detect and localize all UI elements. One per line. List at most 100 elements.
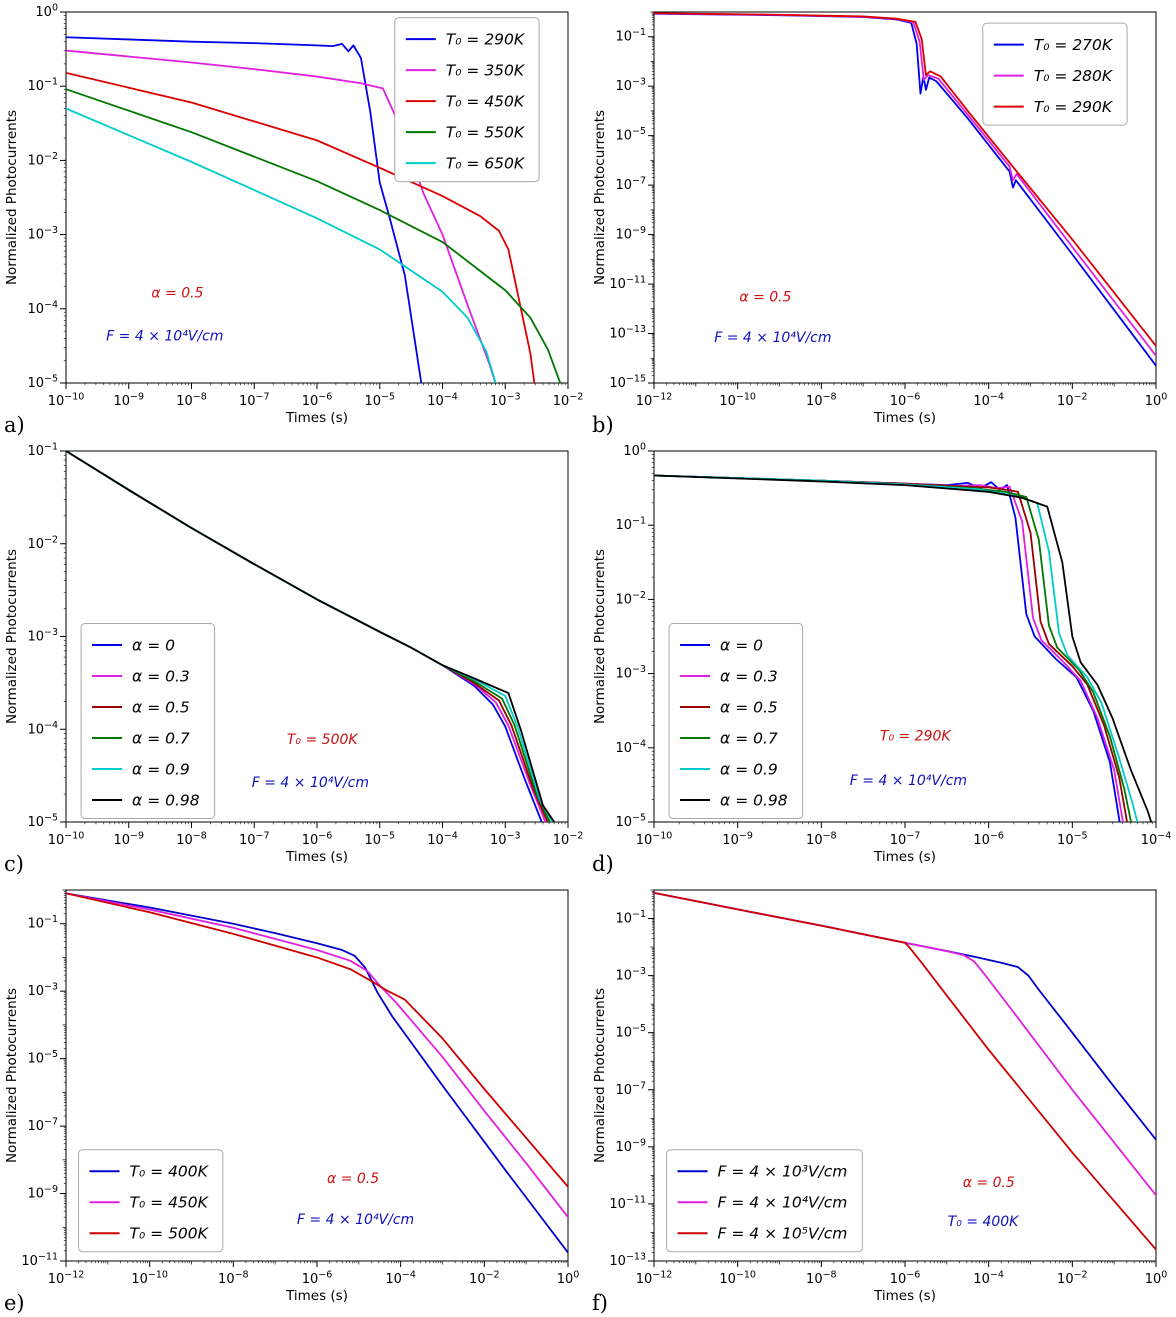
annotation: T₀ = 500K — [287, 732, 360, 748]
svg-text:10−6: 10−6 — [302, 831, 333, 849]
legend-label: F = 4 × 10⁵V/cm — [718, 1225, 848, 1243]
y-axis: 10−15 10−13 10−11 10−9 10−7 10−5 10−3 10−1 — [609, 11, 654, 392]
svg-text:10−4: 10−4 — [973, 392, 1004, 410]
svg-text:10−5: 10−5 — [27, 1049, 58, 1067]
svg-text:10−8: 10−8 — [176, 831, 207, 849]
svg-text:10−5: 10−5 — [1057, 831, 1088, 849]
series-lines — [66, 451, 556, 822]
svg-text:10−2: 10−2 — [1057, 392, 1088, 410]
svg-text:10−4: 10−4 — [385, 1270, 416, 1288]
x-axis: 10−10 10−9 10−8 10−7 10−6 10−5 10−4 10−3 10−2 — [48, 822, 583, 849]
svg-text:10−4: 10−4 — [973, 1270, 1004, 1288]
svg-text:10−12: 10−12 — [636, 392, 673, 410]
svg-text:10−3: 10−3 — [615, 77, 646, 95]
svg-text:100: 100 — [557, 1270, 580, 1288]
legend: α = 0 α = 0.3 α = 0.5 α = 0.7 α = 0.9 α = 0.9… — [668, 623, 804, 820]
legend-label: α = 0.3 — [132, 668, 190, 686]
annotation: α = 0.5 — [327, 1171, 379, 1187]
panel-e-plot: 10−12 10−10 10−8 10−6 10−4 10−2 10010−1110−910… — [4, 889, 580, 1304]
svg-text:10−1: 10−1 — [27, 442, 58, 460]
y-axis: 10−5 10−4 10−3 10−2 10−1 — [27, 442, 66, 831]
svg-text:10−9: 10−9 — [27, 1184, 58, 1202]
svg-text:10−9: 10−9 — [113, 831, 144, 849]
y-axis-title: Normalized Photocurrents — [4, 549, 20, 724]
svg-text:10−15: 10−15 — [609, 374, 646, 392]
svg-text:10−2: 10−2 — [553, 392, 584, 410]
svg-text:10−5: 10−5 — [27, 374, 58, 392]
series-line — [66, 36, 423, 383]
annotation: α = 0.5 — [963, 1175, 1015, 1191]
panel-d: 10−10 10−9 10−8 10−7 10−6 10−5 10−4 10−5 10−4 10−… — [588, 439, 1176, 878]
svg-text:10−10: 10−10 — [719, 1270, 756, 1288]
svg-text:10−11: 10−11 — [21, 1252, 58, 1270]
legend-label: T₀ = 290K — [1034, 98, 1114, 116]
series-line — [654, 474, 1153, 822]
x-axis: 10−10 10−9 10−8 10−7 10−6 10−5 10−4 10−3 10−2 — [48, 383, 584, 410]
x-axis: 10−10 10−9 10−8 10−7 10−6 10−5 10−4 — [636, 822, 1171, 849]
svg-text:10−5: 10−5 — [27, 813, 58, 831]
y-axis: 10−11 10−9 10−7 10−5 10−3 10−1 — [21, 889, 66, 1270]
annotation: F = 4 × 10⁴V/cm — [714, 330, 831, 346]
svg-text:10−13: 10−13 — [609, 1252, 646, 1270]
svg-text:10−2: 10−2 — [1057, 1270, 1088, 1288]
svg-text:10−11: 10−11 — [609, 1194, 646, 1212]
svg-text:100: 100 — [1145, 392, 1168, 410]
x-axis-title: Times (s) — [873, 1288, 936, 1304]
svg-text:10−7: 10−7 — [27, 1117, 58, 1135]
svg-text:10−5: 10−5 — [364, 831, 395, 849]
x-axis-title: Times (s) — [285, 410, 348, 426]
series-line — [66, 49, 497, 383]
legend-label: α = 0.98 — [132, 792, 200, 810]
panel-f: 10−12 10−10 10−8 10−6 10−4 10−2 100 10−13 10−11 1… — [588, 878, 1176, 1317]
series-line — [654, 12, 1156, 347]
series-line — [66, 892, 568, 1219]
svg-text:10−7: 10−7 — [890, 831, 921, 849]
legend-label: T₀ = 280K — [1034, 67, 1114, 85]
svg-text:10−1: 10−1 — [615, 27, 646, 45]
svg-text:10−12: 10−12 — [48, 1270, 85, 1288]
legend-label: α = 0.3 — [720, 668, 778, 686]
svg-text:10−6: 10−6 — [302, 1270, 333, 1288]
svg-text:10−4: 10−4 — [427, 392, 458, 410]
svg-text:10−4: 10−4 — [27, 299, 58, 317]
series-line — [654, 891, 1156, 1251]
y-axis: 10−5 10−4 10−3 10−2 10−1 100 — [27, 3, 66, 392]
legend: α = 0 α = 0.3 α = 0.5 α = 0.7 α = 0.9 α = 0.9… — [80, 623, 216, 820]
panel-d-plot: 10−10 10−9 10−8 10−7 10−6 10−5 10−410−510−410−… — [592, 442, 1171, 866]
svg-text:10−4: 10−4 — [27, 720, 58, 738]
svg-text:10−2: 10−2 — [27, 534, 58, 552]
legend-label: T₀ = 450K — [130, 1194, 210, 1212]
svg-text:10−5: 10−5 — [615, 813, 646, 831]
legend-label: T₀ = 450K — [446, 93, 526, 111]
legend-label: α = 0.5 — [132, 699, 190, 717]
series-line — [66, 892, 568, 1188]
svg-text:10−3: 10−3 — [27, 225, 58, 243]
x-axis-title: Times (s) — [285, 1288, 348, 1304]
series-lines — [654, 474, 1153, 822]
legend-label: α = 0.5 — [720, 699, 778, 717]
x-axis-title: Times (s) — [873, 410, 936, 426]
svg-text:10−1: 10−1 — [27, 914, 58, 932]
y-axis-title: Normalized Photocurrents — [4, 988, 20, 1163]
series-lines — [66, 36, 562, 383]
svg-text:10−7: 10−7 — [239, 831, 270, 849]
series-line — [654, 891, 1156, 1141]
legend-label: T₀ = 500K — [130, 1225, 210, 1243]
legend-label: α = 0 — [720, 637, 763, 655]
svg-text:10−6: 10−6 — [973, 831, 1004, 849]
x-axis: 10−12 10−10 10−8 10−6 10−4 10−2 100 — [636, 383, 1168, 410]
svg-text:10−2: 10−2 — [469, 1270, 500, 1288]
svg-text:10−13: 10−13 — [609, 324, 646, 342]
svg-text:100: 100 — [623, 442, 646, 460]
svg-text:10−3: 10−3 — [490, 392, 521, 410]
annotation: T₀ = 290K — [880, 728, 953, 744]
x-axis-title: Times (s) — [873, 849, 936, 865]
svg-text:10−10: 10−10 — [131, 1270, 168, 1288]
svg-text:10−5: 10−5 — [615, 1023, 646, 1040]
svg-text:10−8: 10−8 — [806, 1270, 837, 1288]
legend-label: T₀ = 270K — [1034, 36, 1114, 54]
series-line — [66, 88, 562, 383]
y-axis-title: Normalized Photocurrents — [4, 110, 20, 285]
svg-text:10−5: 10−5 — [364, 392, 395, 410]
